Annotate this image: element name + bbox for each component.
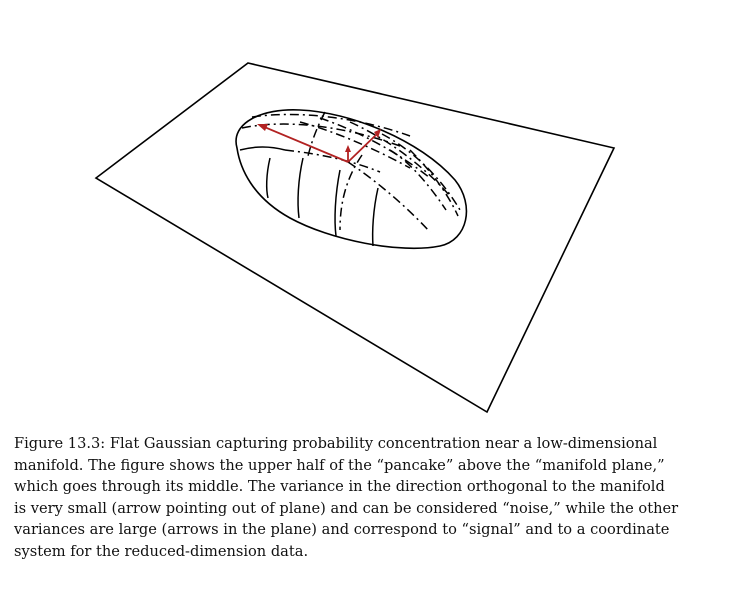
figure-drawing [94, 62, 616, 414]
manifold-plane [94, 62, 616, 414]
caption-line: variances are large (arrows in the plane… [14, 521, 670, 539]
signal-arrow-1 [261, 125, 349, 163]
caption-line: system for the reduced-dimension data. [14, 542, 309, 560]
caption-line: Figure 13.3: Flat Gaussian capturing pro… [14, 435, 658, 452]
caption-line: is very small (arrow pointing out of pla… [14, 499, 679, 517]
pancake-grid-solid [239, 146, 379, 247]
caption-line: which goes through its middle. The varia… [14, 478, 665, 496]
pancake-outline [235, 109, 468, 249]
caption-line: manifold. The figure shows the upper hal… [14, 456, 665, 474]
pancake-grid-dashed [241, 111, 461, 233]
arrowhead-noise [345, 145, 351, 152]
arrowhead-signal-2 [374, 129, 381, 138]
signal-arrow-2 [347, 132, 379, 163]
arrowhead-signal-1 [257, 124, 268, 131]
pancake-figure [94, 62, 616, 414]
figure-caption: Figure 13.3: Flat Gaussian capturing pro… [14, 433, 714, 563]
